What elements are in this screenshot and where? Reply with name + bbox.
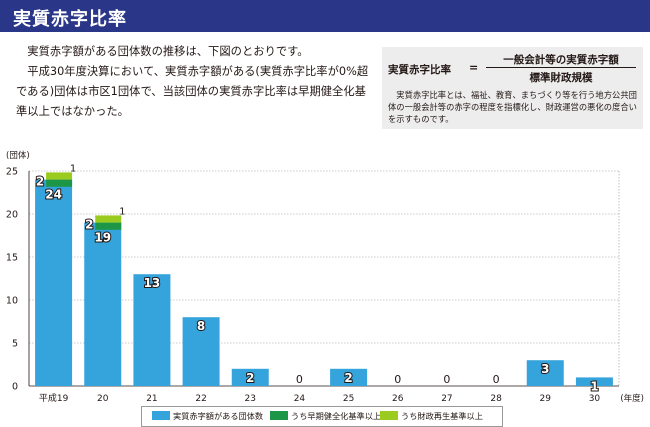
bar-rebuild-segment [95,215,122,223]
bar-value-label: 3 [541,362,549,376]
bar-total [575,377,613,386]
bar-value-label: 19 [94,231,111,245]
early-value-label: 2 [85,218,93,232]
definition-label: 実質赤字比率 [388,64,451,76]
x-tick-label: 27 [441,394,452,404]
bar-value-label: 0 [443,373,450,386]
bar-rebuild-segment [46,172,73,180]
bar-total [231,368,269,386]
bar-total [133,274,171,386]
legend-label: 実質赤字額がある団体数 [173,411,264,421]
x-tick-label: 30 [589,394,601,404]
x-tick-label: 28 [490,394,502,404]
x-tick-label: 21 [146,394,157,404]
intro-text: 実質赤字額がある団体数の推移は、下図のとおりです。 平成30年度決算において、実… [16,42,371,122]
x-tick-label: 23 [245,394,256,404]
bar-value-label: 0 [394,373,401,386]
intro-paragraph-1: 実質赤字額がある団体数の推移は、下図のとおりです。 [27,45,309,58]
definition-numerator: 一般会計等の実質赤字額 [503,54,619,66]
y-tick-label: 10 [6,296,18,307]
header-bar: 実質赤字比率 [0,0,650,32]
x-tick-label: 24 [294,394,306,404]
legend-swatch [270,411,288,420]
bar-value-label: 0 [296,373,303,386]
x-tick-label: 25 [343,394,354,404]
bar-total [526,360,564,386]
bar-total [84,222,122,386]
y-tick-label: 25 [6,167,18,178]
definition-equals: = [469,61,479,74]
bar-early-segment [46,179,73,187]
legend-item-rebuild: うち財政再生基準以上 [380,410,483,422]
legend-item-total: 実質赤字額がある団体数 [152,410,263,422]
legend-label: うち早期健全化基準以上 [291,411,382,421]
definition-denominator: 標準財政規模 [529,72,593,84]
bar-value-label: 0 [493,373,500,386]
legend-label: うち財政再生基準以上 [401,411,483,421]
rebuild-value-label: 1 [70,163,76,174]
early-value-label: 2 [36,175,44,189]
y-tick-label: 5 [12,339,18,350]
y-tick-label: 15 [6,253,18,264]
x-tick-label: 20 [97,394,109,404]
bar-value-label: 8 [197,319,205,333]
legend-item-early: うち早期健全化基準以上 [270,410,381,422]
x-tick-label: 22 [195,394,206,404]
bar-total [35,179,73,386]
bar-total [182,317,220,386]
bar-total [330,368,368,386]
page-title: 実質赤字比率 [13,9,127,30]
legend-swatch [380,411,398,420]
y-tick-label: 0 [12,382,18,393]
definition-note: 実質赤字比率とは、福祉、教育、まちづくり等を行う地方公共団体の一般会計等の赤字の… [388,90,637,124]
chart-legend: 実質赤字額がある団体数 うち早期健全化基準以上 うち財政再生基準以上 [141,406,503,427]
bar-value-label: 2 [344,371,352,385]
bar-value-label: 2 [246,371,254,385]
bar-value-label: 24 [45,188,62,202]
intro-paragraph-2: 平成30年度決算において、実質赤字額がある(実質赤字比率が0%超である)団体は市… [16,65,369,118]
x-tick-label: 平成19 [39,392,69,404]
definition-box: 実質赤字比率 = 一般会計等の実質赤字額 標準財政規模 実質赤字比率とは、福祉、… [382,47,643,129]
x-tick-label: 29 [540,394,552,404]
bar-chart: 0510152025(団体)(年度)平成19212420211921132282… [6,150,644,404]
bar-value-label: 1 [590,379,598,393]
y-tick-label: 20 [6,210,18,221]
x-tick-label: 26 [392,394,404,404]
rebuild-value-label: 1 [119,206,125,217]
legend-swatch [152,411,170,420]
bar-value-label: 13 [144,276,161,290]
x-axis-label: (年度) [620,393,644,404]
y-axis-label: (団体) [6,150,30,161]
fraction-line [486,67,636,68]
bar-early-segment [95,222,122,230]
